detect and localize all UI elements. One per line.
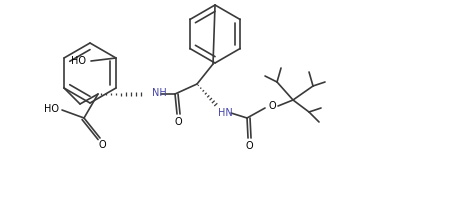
Text: O: O (245, 141, 252, 151)
Text: HO: HO (71, 56, 86, 66)
Text: HN: HN (218, 108, 232, 118)
Text: HO: HO (44, 104, 58, 114)
Text: O: O (268, 101, 275, 111)
Text: O: O (98, 140, 106, 150)
Text: O: O (174, 117, 181, 127)
Text: NH: NH (151, 88, 167, 98)
